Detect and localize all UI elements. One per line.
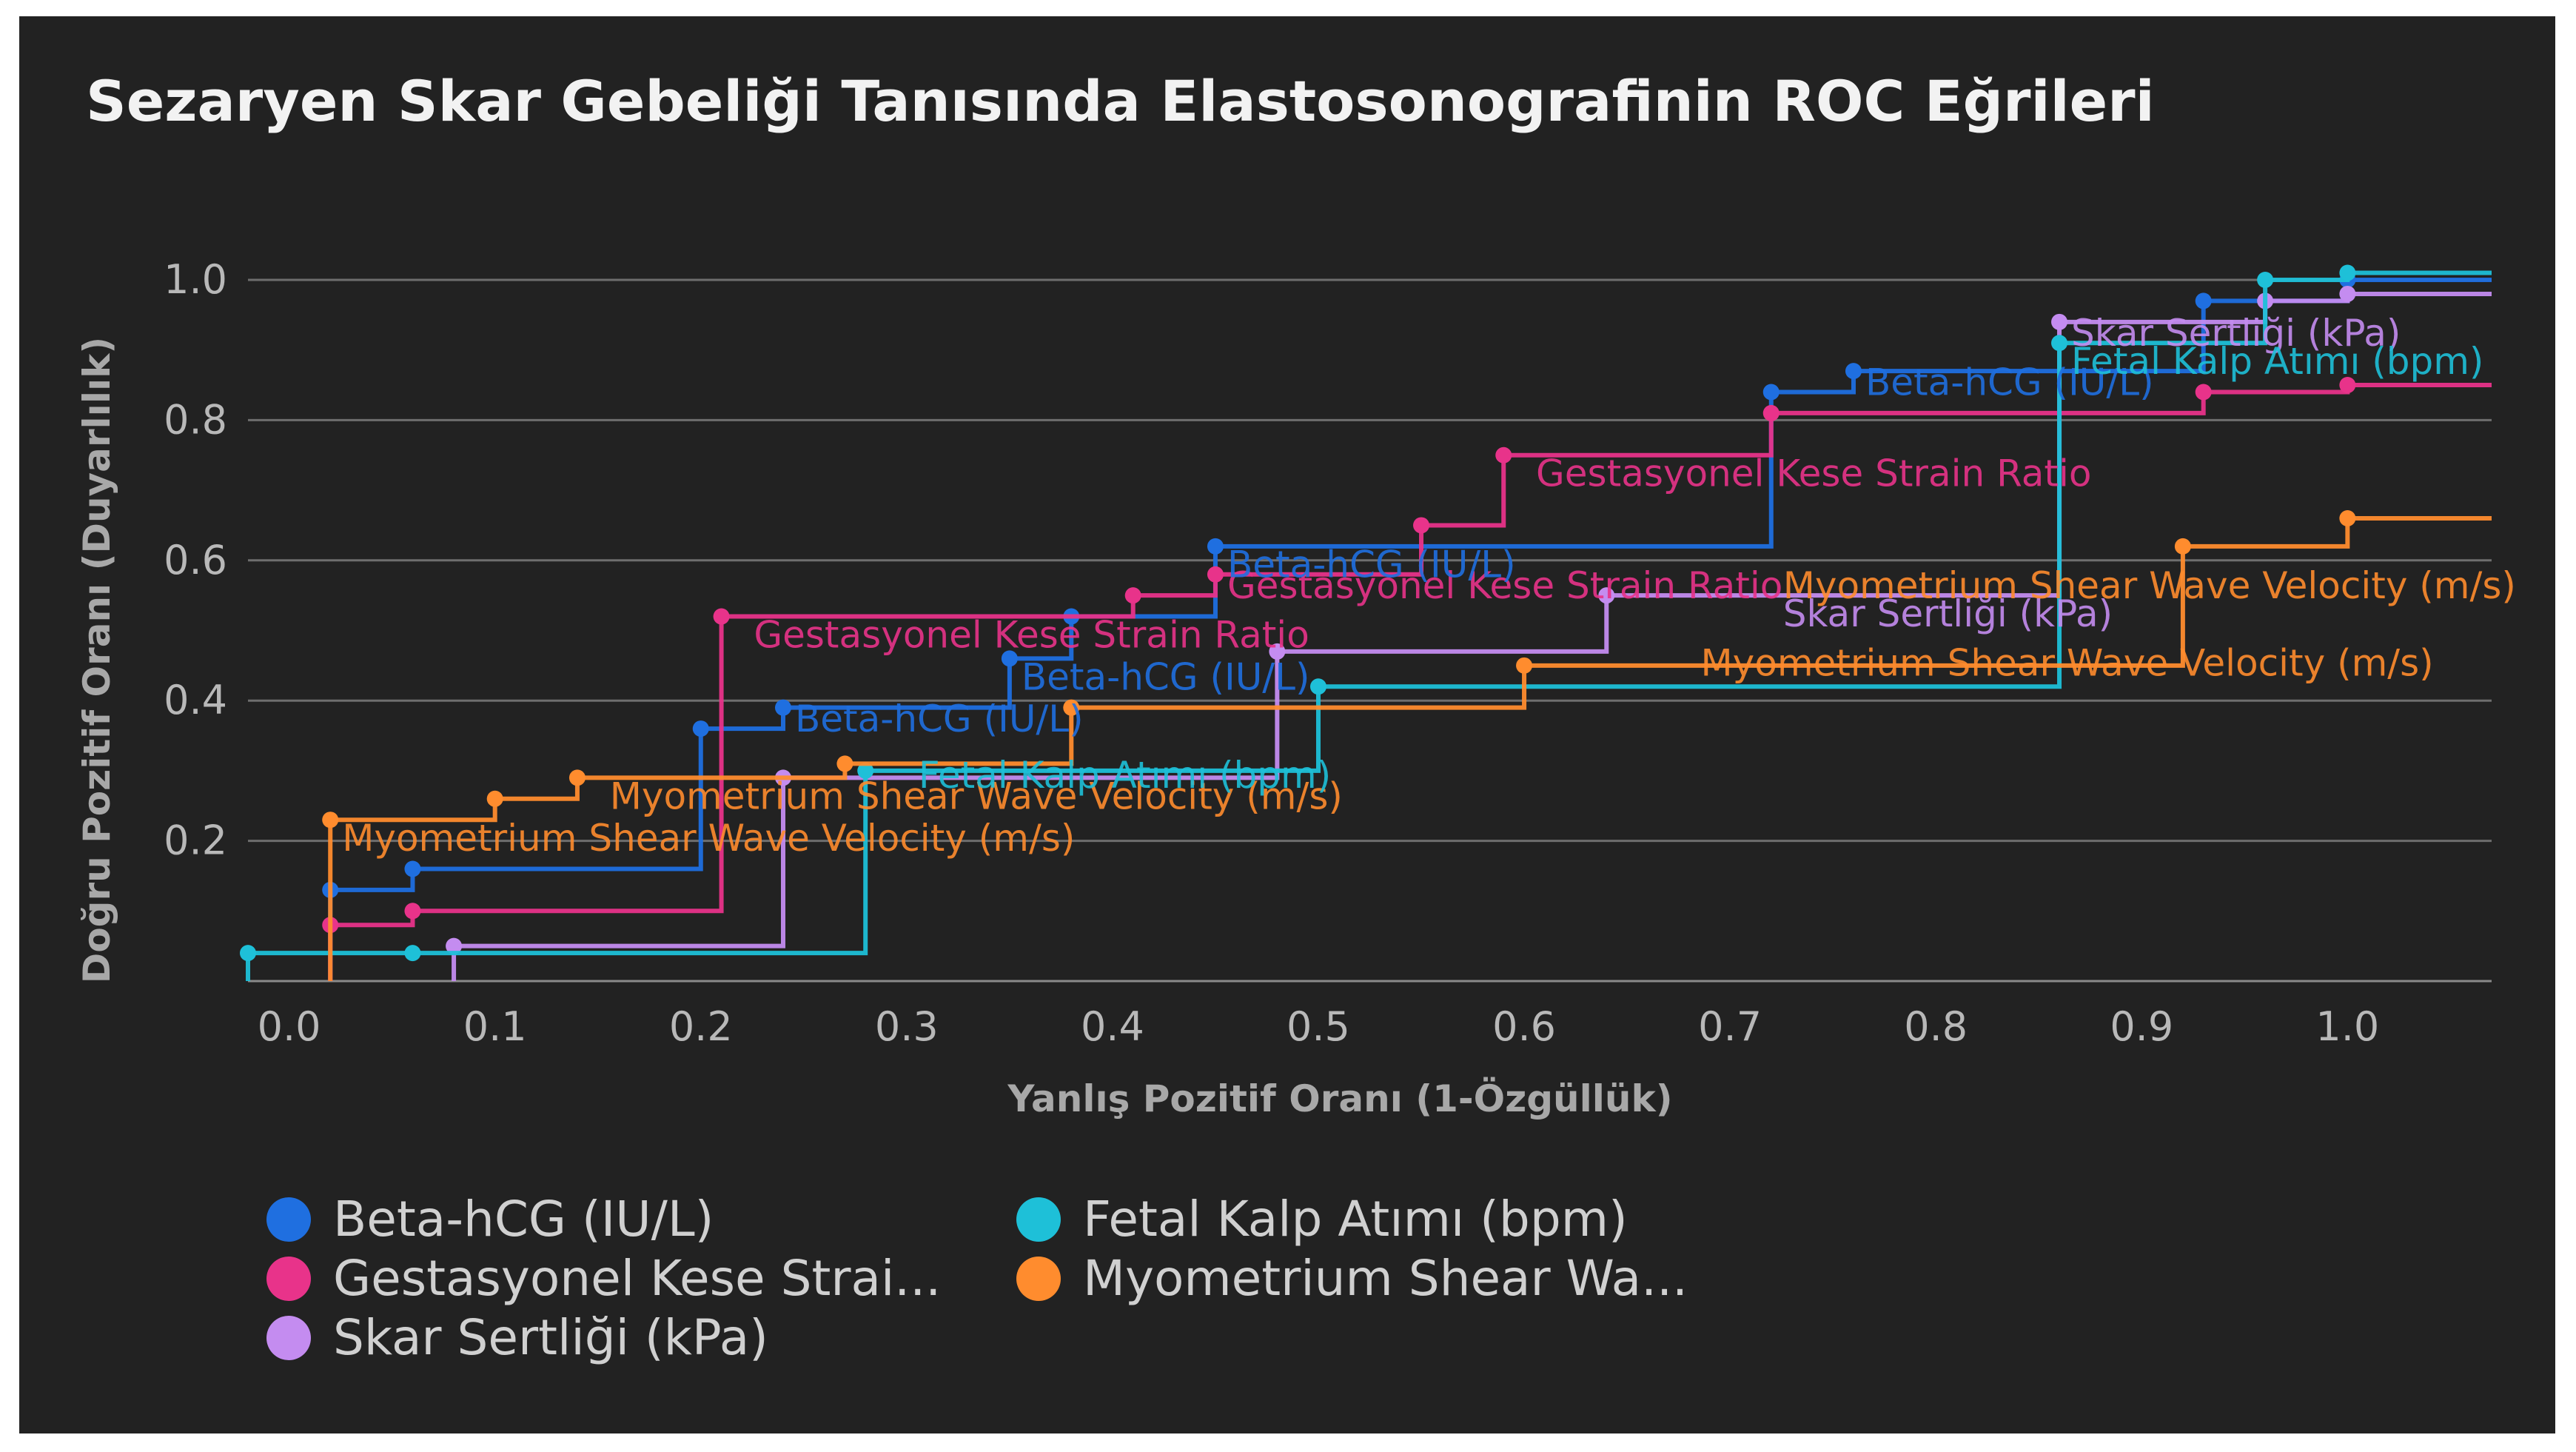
curve-annotation: Myometrium Shear Wave Velocity (m/s) — [342, 817, 1075, 860]
roc-point — [1309, 678, 1326, 695]
roc-point — [1124, 587, 1141, 604]
y-tick-label: 0.8 — [164, 396, 227, 443]
x-tick-label: 0.7 — [1698, 1003, 1762, 1050]
roc-point — [2174, 538, 2191, 555]
legend-swatch-beta-hcg — [266, 1197, 311, 1242]
legend-item-beta-hcg[interactable]: Beta-hCG (IU/L) — [266, 1191, 714, 1248]
roc-point — [1063, 699, 1080, 716]
curve-annotation: Myometrium Shear Wave Velocity (m/s) — [1701, 641, 2434, 684]
curve-annotation: Fetal Kalp Atımı (bpm) — [919, 754, 1331, 797]
legend-label-myometrium: Myometrium Shear Wa... — [1083, 1250, 1688, 1307]
x-tick-label: 1.0 — [2315, 1003, 2379, 1050]
x-tick-label: 0.5 — [1287, 1003, 1350, 1050]
legend-swatch-fetal-kalp — [1016, 1197, 1061, 1242]
series-1 — [322, 377, 2492, 981]
roc-point — [2339, 509, 2356, 526]
y-tick-label: 0.6 — [164, 537, 227, 583]
roc-point — [836, 755, 853, 772]
x-axis-label: Yanlış Pozitif Oranı (1-Özgüllük) — [1007, 1077, 1672, 1120]
roc-point — [404, 903, 421, 920]
roc-point — [240, 945, 256, 962]
legend-label-skar: Skar Sertliği (kPa) — [333, 1309, 768, 1366]
legend-label-gestasyonel: Gestasyonel Kese Strai... — [333, 1250, 942, 1307]
roc-point — [1495, 446, 1512, 464]
roc-point — [486, 790, 503, 807]
curve-annotation: Myometrium Shear Wave Velocity (m/s) — [610, 774, 1343, 817]
roc-point — [774, 699, 791, 716]
legend-swatch-gestasyonel — [266, 1256, 311, 1301]
series-4 — [322, 509, 2492, 981]
curve-annotation: Fetal Kalp Atımı (bpm) — [2071, 340, 2483, 383]
series-3 — [240, 264, 2492, 981]
x-tick-label: 0.6 — [1492, 1003, 1556, 1050]
roc-point — [2195, 292, 2212, 310]
roc-point — [1516, 657, 1533, 674]
curve-annotation: Gestasyonel Kese Strain Ratio — [1536, 452, 2091, 495]
roc-point — [2051, 335, 2068, 352]
x-tick-label: 0.8 — [1904, 1003, 1968, 1050]
legend-swatch-skar — [266, 1315, 311, 1360]
roc-point — [404, 945, 421, 962]
legend-item-gestasyonel[interactable]: Gestasyonel Kese Strai... — [266, 1250, 941, 1307]
roc-point — [692, 720, 709, 737]
series-layer — [240, 264, 2492, 981]
curve-annotation: Gestasyonel Kese Strain Ratio — [754, 613, 1309, 656]
roc-point — [568, 769, 586, 786]
x-tick-label: 0.2 — [669, 1003, 733, 1050]
roc-point — [2339, 377, 2356, 394]
roc-point — [1845, 363, 1862, 380]
roc-point — [1762, 384, 1780, 401]
curve-annotation: Beta-hCG (IU/L) — [795, 697, 1084, 740]
roc-point — [1762, 404, 1780, 421]
x-tick-label: 0.9 — [2110, 1003, 2173, 1050]
roc-line — [246, 270, 2492, 981]
axes: 0.2 0.4 0.6 0.8 1.0 0.0 0.1 0.2 0.3 0.4 0.5 0.6 0.7 0… — [76, 256, 2379, 1120]
chart-frame — [19, 16, 2555, 1433]
roc-point — [2195, 384, 2212, 401]
roc-point — [713, 608, 730, 625]
roc-line — [328, 278, 2492, 981]
legend-label-beta-hcg: Beta-hCG (IU/L) — [333, 1191, 714, 1248]
y-tick-label: 1.0 — [164, 256, 227, 303]
roc-point — [1207, 566, 1224, 583]
roc-point — [1598, 587, 1615, 604]
roc-point — [2257, 272, 2274, 288]
roc-point — [1207, 538, 1224, 555]
curve-annotation: Beta-hCG (IU/L) — [1022, 655, 1310, 698]
x-tick-label: 0.0 — [258, 1003, 321, 1050]
roc-point — [857, 762, 874, 779]
roc-point — [2339, 264, 2356, 281]
legend-item-skar[interactable]: Skar Sertliği (kPa) — [266, 1309, 768, 1366]
y-tick-label: 0.4 — [164, 677, 227, 723]
roc-point — [2051, 313, 2068, 330]
chart-title: Sezaryen Skar Gebeliği Tanısında Elastos… — [86, 68, 2155, 134]
x-tick-label: 0.1 — [463, 1003, 527, 1050]
legend-swatch-myometrium — [1016, 1256, 1061, 1301]
legend-item-fetal-kalp[interactable]: Fetal Kalp Atımı (bpm) — [1016, 1191, 1628, 1248]
series-2 — [446, 285, 2492, 981]
curve-annotation: Beta-hCG (IU/L) — [1227, 543, 1516, 586]
legend: Beta-hCG (IU/L) Fetal Kalp Atımı (bpm) G… — [266, 1191, 1821, 1383]
roc-point — [1001, 650, 1018, 667]
curve-annotation: Beta-hCG (IU/L) — [1865, 361, 2154, 404]
roc-point — [404, 860, 421, 877]
curve-annotation: Gestasyonel Kese Strain Ratio — [1227, 564, 1782, 607]
grid — [248, 278, 2492, 983]
curve-annotation: Skar Sertliği (kPa) — [1783, 592, 2113, 635]
roc-point — [1413, 517, 1430, 534]
legend-item-myometrium[interactable]: Myometrium Shear Wa... — [1016, 1250, 1688, 1307]
curve-annotation: Skar Sertliği (kPa) — [2071, 312, 2401, 355]
x-tick-label: 0.3 — [875, 1003, 939, 1050]
roc-point — [322, 812, 339, 829]
roc-point — [2339, 285, 2356, 302]
roc-point — [446, 937, 463, 954]
legend-label-fetal-kalp: Fetal Kalp Atımı (bpm) — [1083, 1191, 1628, 1248]
x-tick-label: 0.4 — [1081, 1003, 1144, 1050]
roc-point — [1269, 643, 1286, 660]
y-tick-label: 0.2 — [164, 817, 227, 864]
curve-annotation: Myometrium Shear Wave Velocity (m/s) — [1783, 564, 2516, 607]
y-axis-label: Doğru Pozitif Oranı (Duyarlılık) — [76, 337, 118, 983]
annotation-layer: Gestasyonel Kese Strain Ratio Gestasyonel… — [342, 312, 2516, 860]
